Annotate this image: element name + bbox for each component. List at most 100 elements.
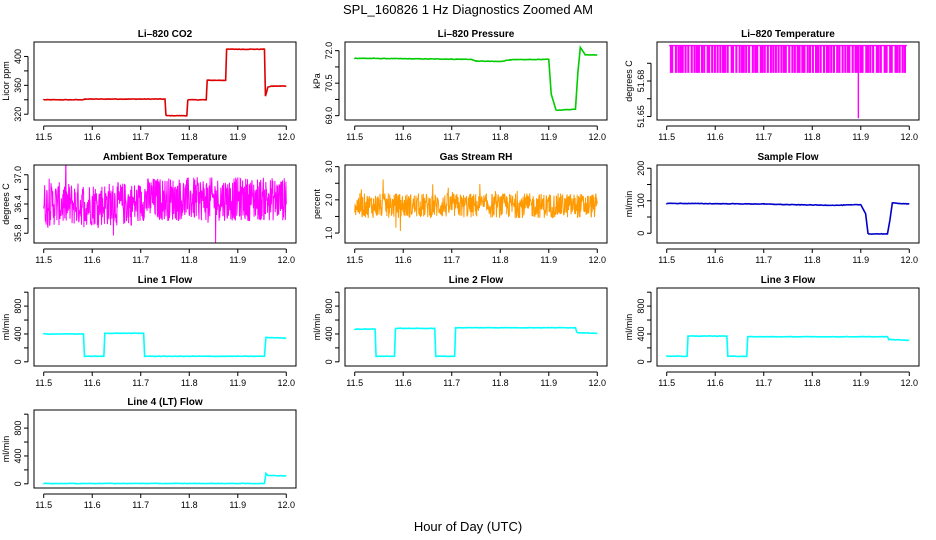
x-tick-label: 11.9: [852, 378, 869, 388]
y-tick-label: 69.0: [324, 107, 334, 125]
series-group: [42, 48, 287, 117]
x-tick-label: 11.9: [540, 132, 557, 142]
y-tick-label: 100: [636, 193, 646, 208]
y-tick-label: 35.8: [13, 224, 23, 242]
x-tick-label: 12.0: [589, 132, 607, 142]
series-line: [140, 176, 287, 243]
y-axis-label: ml/min: [312, 314, 322, 341]
series-line: [353, 45, 598, 112]
series-group: [353, 45, 598, 112]
x-tick-label: 11.7: [755, 255, 772, 265]
x-tick-label: 11.8: [181, 255, 198, 265]
x-tick-label: 11.7: [443, 255, 460, 265]
x-tick-label: 11.7: [132, 378, 149, 388]
y-tick-label: 400: [324, 326, 334, 341]
x-tick-label: 11.8: [804, 255, 821, 265]
panel-temperature: Li–820 Temperature degrees C 11.5 11.6 11.7 1…: [624, 29, 920, 142]
plot-frame: [33, 287, 297, 367]
panel-rh: Gas Stream RH percent 11.5 11.6 11.7 11.8 11.9…: [312, 152, 608, 265]
x-tick-label: 11.7: [132, 255, 149, 265]
x-tick-label: 11.5: [658, 132, 675, 142]
x-tick-label: 11.9: [229, 500, 246, 510]
y-tick-label: 51.68: [636, 70, 646, 93]
x-tick-label: 11.5: [346, 132, 363, 142]
panel-title: Li–820 CO2: [138, 29, 193, 40]
x-tick-label: 11.5: [658, 378, 675, 388]
series-group: [665, 335, 910, 358]
y-tick-label: 1.0: [324, 227, 334, 240]
x-tick-label: 11.5: [35, 500, 52, 510]
y-axis-label: ml/min: [1, 314, 11, 341]
series-group: [665, 202, 910, 235]
y-tick-label: 800: [13, 421, 23, 436]
plot-frame: [344, 164, 608, 244]
plot-frame: [344, 287, 608, 367]
x-tick-label: 11.9: [229, 132, 246, 142]
y-tick-label: 800: [324, 299, 334, 314]
x-tick-label: 11.8: [492, 132, 509, 142]
x-tick-label: 11.9: [540, 255, 557, 265]
plot-frame: [33, 164, 297, 244]
panel-title: Line 2 Flow: [449, 275, 504, 286]
x-tick-label: 11.9: [540, 378, 557, 388]
x-tick-label: 11.8: [181, 378, 198, 388]
y-tick-label: 800: [636, 299, 646, 314]
x-tick-label: 11.7: [755, 132, 772, 142]
x-tick-label: 11.6: [395, 132, 412, 142]
y-tick-label: 400: [13, 326, 23, 341]
series-line: [354, 179, 598, 232]
x-tick-label: 11.5: [35, 255, 52, 265]
x-tick-label: 12.0: [278, 500, 296, 510]
panel-line3: Line 3 Flow ml/min 11.5 11.6 11.7 11.8 11.9 12.…: [624, 275, 920, 388]
x-tick-label: 11.8: [804, 378, 821, 388]
x-tick-label: 11.9: [852, 132, 869, 142]
panel-line4: Line 4 (LT) Flow ml/min 11.5 11.6 11.7 11.8 11…: [1, 397, 297, 510]
series-line: [353, 326, 598, 358]
panel-ambient: Ambient Box Temperature degrees C 11.5 11.6…: [1, 152, 297, 265]
panels-group: Li–820 CO2 Licor ppm 11.5 11.6 11.7 11.8 11.9 1…: [1, 29, 920, 510]
panel-title: Gas Stream RH: [440, 152, 513, 163]
y-tick-label: 400: [13, 49, 23, 64]
x-tick-label: 11.7: [132, 500, 149, 510]
plot-frame: [344, 41, 608, 121]
x-tick-label: 11.7: [443, 378, 460, 388]
x-tick-label: 12.0: [901, 132, 919, 142]
series-group: [353, 326, 598, 358]
x-tick-label: 11.9: [229, 255, 246, 265]
x-tick-label: 12.0: [589, 255, 607, 265]
y-tick-label: 37.0: [13, 166, 23, 184]
x-tick-label: 12.0: [278, 378, 296, 388]
plot-frame: [656, 41, 920, 121]
y-tick-label: 200: [636, 161, 646, 176]
y-tick-label: 0: [636, 231, 646, 236]
panel-line1: Line 1 Flow ml/min 11.5 11.6 11.7 11.8 11.9 12.…: [1, 275, 297, 388]
y-axis-label: degrees C: [1, 183, 11, 225]
y-tick-label: 70.5: [324, 74, 334, 92]
y-tick-label: 360: [13, 78, 23, 93]
x-tick-label: 11.6: [84, 255, 101, 265]
y-tick-label: 800: [13, 299, 23, 314]
y-axis-label: ml/min: [624, 191, 634, 218]
y-axis-label: degrees C: [624, 60, 634, 102]
y-tick-label: 3.0: [324, 160, 334, 173]
panel-title: Li–820 Pressure: [438, 29, 515, 40]
panel-title: Li–820 Temperature: [741, 29, 835, 40]
y-tick-label: 0: [636, 359, 646, 364]
series-group: [669, 44, 907, 119]
y-tick-label: 400: [636, 326, 646, 341]
panel-title: Ambient Box Temperature: [103, 152, 228, 163]
y-axis-label: kPa: [312, 73, 322, 89]
x-tick-label: 11.7: [755, 378, 772, 388]
series-line: [669, 44, 907, 73]
y-axis-label: Licor ppm: [1, 61, 11, 101]
series-line: [42, 332, 287, 358]
y-tick-label: 0: [13, 359, 23, 364]
y-axis-label: percent: [312, 188, 322, 219]
y-axis-label: ml/min: [1, 436, 11, 463]
x-tick-label: 11.5: [346, 255, 363, 265]
x-tick-label: 11.8: [181, 500, 198, 510]
series-line: [43, 165, 142, 236]
y-tick-label: 0: [13, 481, 23, 486]
plot-frame: [656, 164, 920, 244]
